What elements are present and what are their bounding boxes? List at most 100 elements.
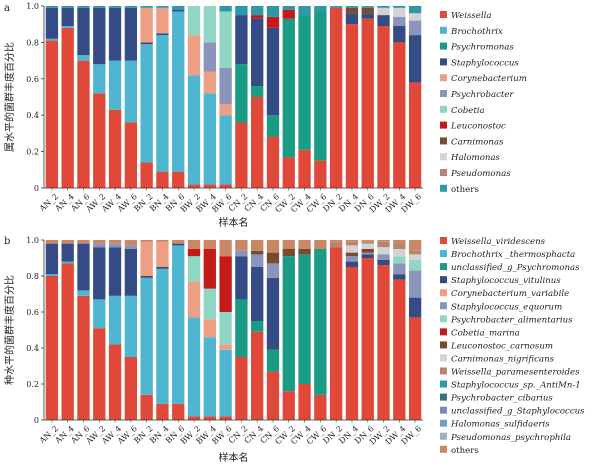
legend-entry: Staphylococcus_vitulinus [451, 276, 561, 286]
bar-segment [298, 149, 311, 188]
bar-segment [219, 67, 232, 105]
bar-segment [124, 6, 138, 8]
bar-segment [45, 240, 59, 244]
legend-entry: Cobetia_marina [451, 328, 520, 338]
bar-segment [187, 256, 201, 282]
bar-segment [393, 7, 406, 17]
bar-segment [235, 6, 248, 16]
bar-segment [187, 317, 201, 417]
bar-segment [172, 240, 185, 244]
legend-swatch [440, 250, 447, 258]
bar-segment [298, 249, 311, 255]
legend-entry: Psychromonas [450, 43, 514, 53]
bar-segment [219, 349, 232, 417]
legend-entry: Weissella [451, 11, 492, 21]
bar-segment [282, 256, 295, 392]
chart-panel-b: b00.20.40.60.81.0AN_2AN_4AN_6AW_2AW_4AW_… [3, 236, 585, 464]
bar-segment [377, 265, 390, 420]
legend-swatch [440, 315, 447, 323]
bar-segment [314, 240, 327, 249]
bar-segment [298, 15, 311, 150]
bar-segment [345, 256, 359, 262]
bar-segment [345, 261, 359, 267]
bar-segment [93, 247, 106, 300]
y-tick-label: 0.6 [26, 308, 39, 317]
bar-segment [408, 82, 422, 188]
legend-entry: unclassified_g_Psychromonas [451, 263, 580, 273]
legend-swatch [440, 237, 447, 244]
legend-swatch [440, 137, 447, 145]
legend-entry: Staphylococcus_sp._AntiMn-1 [451, 381, 581, 391]
bar-segment [61, 27, 74, 189]
bar-segment [345, 24, 359, 189]
bar-segment [124, 7, 138, 61]
bar-segment [124, 60, 138, 123]
panel-letter: a [4, 3, 10, 14]
legend-entry: Corynebacterium [451, 74, 527, 84]
bar-segment [266, 349, 280, 372]
y-tick-label: 0.8 [26, 38, 39, 47]
bar-segment [203, 71, 216, 94]
panel-letter: b [4, 236, 10, 247]
bar-segment [45, 7, 59, 39]
bar-segment [329, 247, 343, 420]
bar-segment [393, 243, 406, 249]
bar-segment [219, 104, 232, 116]
bar-segment [203, 416, 216, 420]
bar-segment [124, 249, 138, 296]
bar-segment [393, 279, 406, 420]
bar-segment [314, 394, 327, 420]
bar-segment [61, 263, 74, 420]
bar-segment [282, 240, 295, 249]
legend: Weissella_viridescens Brochothrix _thermo… [440, 237, 585, 456]
bar-segment [77, 55, 90, 61]
bar-segment [187, 75, 201, 185]
bar-segment [77, 6, 90, 8]
y-tick-label: 0.4 [26, 111, 39, 120]
legend-entry: Pseudomonas_psychrophila [450, 433, 571, 443]
legend-entry: Brochothrix _thermosphacta [450, 250, 575, 260]
bar-segment [314, 160, 327, 188]
legend-swatch [440, 105, 447, 113]
bar-segment [282, 391, 295, 420]
bar-segment [251, 240, 264, 251]
chart-panel-a: a00.20.40.60.81.0AN_2AN_4AN_6AW_2AW_4AW_… [3, 2, 527, 229]
bar-segment [61, 6, 74, 8]
bar-segment [235, 256, 248, 300]
bars [45, 240, 422, 420]
bar-segment [219, 240, 232, 257]
legend-swatch [440, 58, 447, 66]
legend-swatch [440, 121, 447, 129]
y-tick-label: 0 [34, 184, 39, 193]
bar-segment [251, 321, 264, 332]
bar-segment [187, 6, 201, 36]
bar-segment [408, 20, 422, 36]
x-axis-title: 样本名 [219, 216, 249, 229]
legend-entry: Corynebacterium_variabile [451, 289, 569, 299]
bar-segment [345, 267, 359, 420]
bar-segment [156, 267, 169, 269]
bar-segment [219, 344, 232, 350]
bar-segment [93, 240, 106, 244]
bar-segment [172, 9, 185, 12]
bar-segment [93, 7, 106, 65]
bar-segment [251, 250, 264, 255]
bar-segment [172, 403, 185, 420]
bar-segment [108, 7, 122, 61]
bar-segment [251, 254, 264, 267]
bar-segment [172, 171, 185, 188]
bar-segment [329, 6, 343, 8]
bar-segment [361, 249, 374, 253]
bar-segment [393, 274, 406, 280]
bar-segment [77, 7, 90, 56]
bar-segment [361, 240, 374, 242]
bar-segment [235, 64, 248, 123]
bar-segment [45, 6, 59, 8]
legend-swatch [440, 445, 447, 453]
bar-segment [314, 6, 327, 12]
legend-swatch [440, 26, 447, 34]
legend-entry: Carnimonas [451, 137, 504, 147]
bar-segment [251, 86, 264, 97]
bar-segment [140, 7, 153, 43]
bar-segment [45, 274, 59, 276]
